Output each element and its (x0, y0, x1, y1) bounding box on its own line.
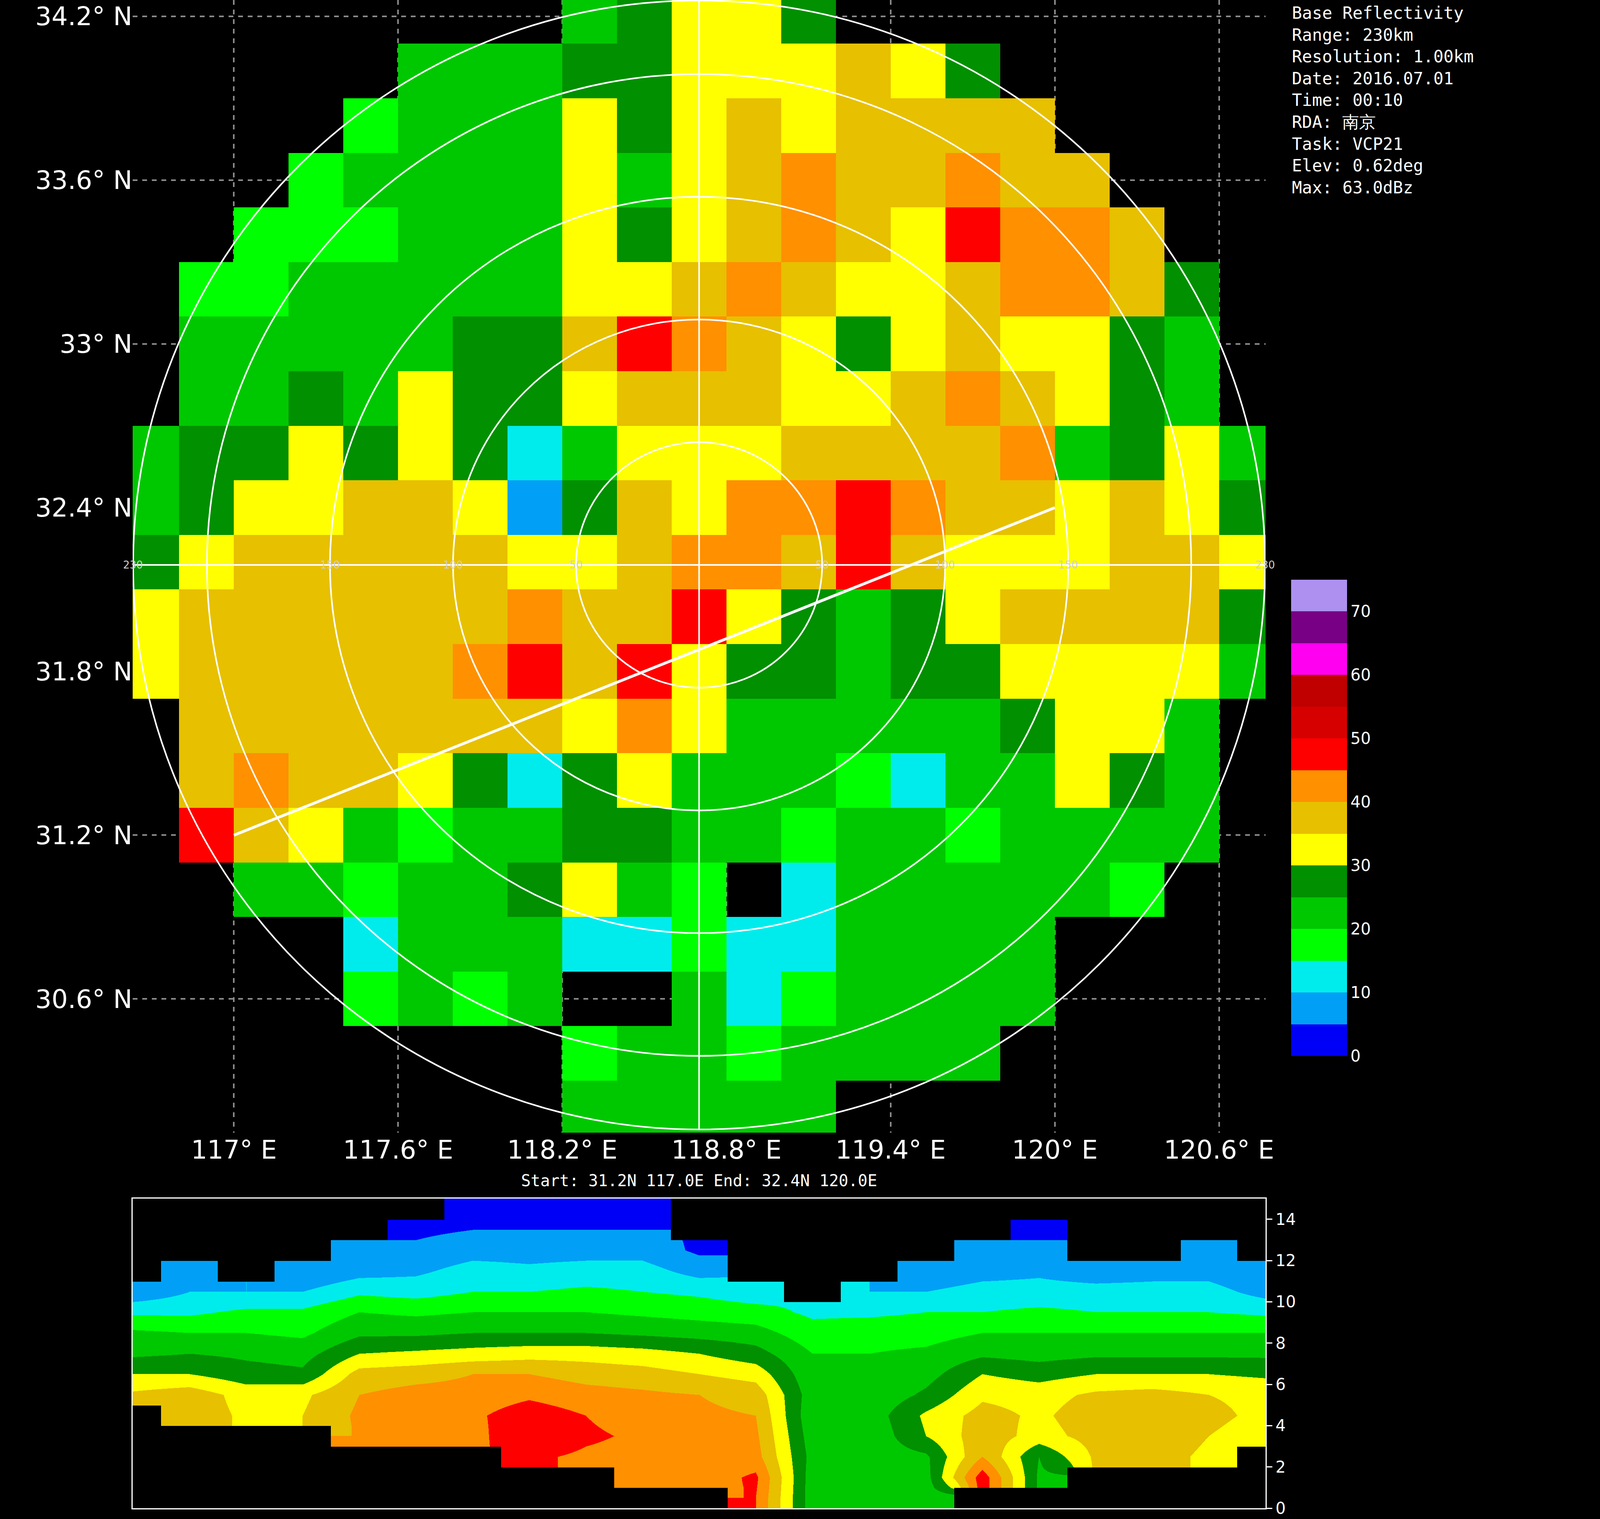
svg-text:117.6° E: 117.6° E (342, 1135, 454, 1165)
svg-text:10: 10 (1275, 1292, 1296, 1312)
svg-text:Base ReflectivityRange: 230kmR: Base ReflectivityRange: 230kmResolution:… (1291, 3, 1474, 198)
svg-text:70: 70 (1350, 602, 1372, 621)
svg-text:33.6° N: 33.6° N (35, 165, 133, 196)
svg-text:119.4° E: 119.4° E (835, 1135, 946, 1165)
svg-text:100: 100 (443, 559, 464, 572)
svg-text:33° N: 33° N (59, 329, 133, 359)
svg-text:31.8° N: 31.8° N (35, 656, 133, 687)
svg-text:230: 230 (123, 559, 144, 572)
svg-text:50: 50 (569, 559, 583, 572)
svg-text:34.2° N: 34.2° N (35, 1, 133, 32)
svg-text:4: 4 (1275, 1416, 1286, 1435)
svg-text:60: 60 (1350, 665, 1372, 685)
svg-text:150: 150 (1058, 559, 1079, 572)
svg-text:8: 8 (1275, 1334, 1286, 1353)
svg-text:14: 14 (1275, 1210, 1296, 1229)
svg-text:32.4° N: 32.4° N (35, 493, 133, 523)
svg-text:40: 40 (1350, 792, 1372, 812)
svg-text:120.6° E: 120.6° E (1164, 1135, 1275, 1165)
svg-text:6: 6 (1275, 1375, 1286, 1394)
svg-text:230: 230 (1255, 559, 1276, 572)
svg-text:150: 150 (320, 559, 341, 572)
svg-text:118.8° E: 118.8° E (671, 1135, 782, 1165)
svg-text:117° E: 117° E (191, 1135, 277, 1165)
svg-text:30: 30 (1350, 856, 1372, 875)
svg-text:118.2° E: 118.2° E (507, 1135, 618, 1165)
svg-text:120° E: 120° E (1011, 1135, 1098, 1165)
svg-text:50: 50 (815, 559, 829, 572)
svg-text:2: 2 (1275, 1458, 1286, 1477)
svg-text:0: 0 (1350, 1046, 1361, 1066)
svg-text:100: 100 (935, 559, 956, 572)
svg-text:Start: 31.2N 117.0E End: 32.4N: Start: 31.2N 117.0E End: 32.4N 120.0E (521, 1171, 878, 1191)
svg-text:10: 10 (1350, 983, 1372, 1002)
svg-text:31.2° N: 31.2° N (35, 820, 133, 851)
svg-text:12: 12 (1275, 1251, 1296, 1270)
svg-text:30.6° N: 30.6° N (35, 984, 133, 1015)
svg-text:50: 50 (1350, 729, 1372, 748)
svg-text:0: 0 (1275, 1499, 1286, 1518)
svg-text:20: 20 (1350, 919, 1372, 939)
